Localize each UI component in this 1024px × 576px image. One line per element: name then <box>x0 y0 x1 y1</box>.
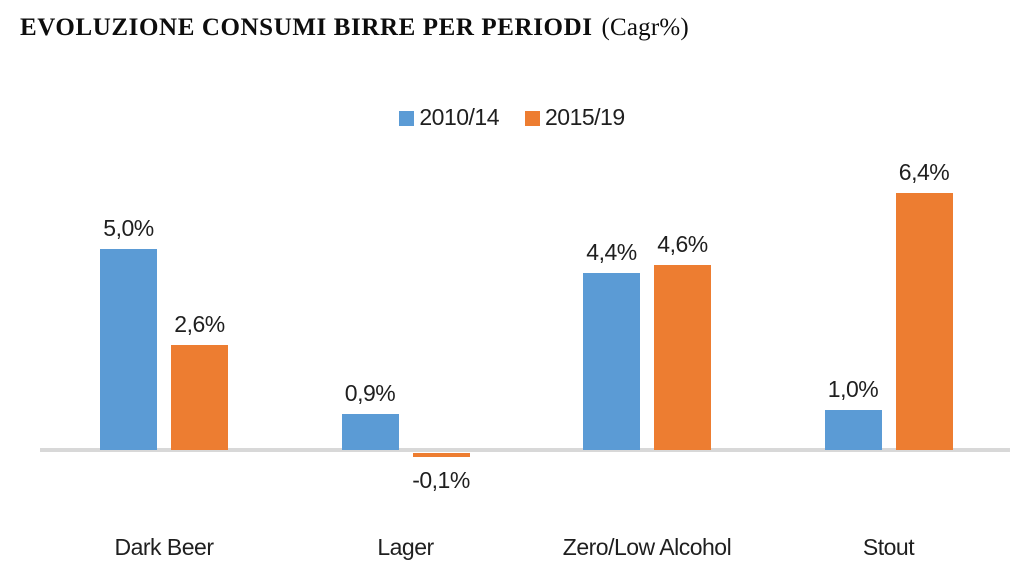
bar-2015-19-lager <box>412 453 470 458</box>
chart-title-main: EVOLUZIONE CONSUMI BIRRE PER PERIODI <box>20 14 593 41</box>
value-label-2015-19-lager: -0,1% <box>412 467 470 494</box>
chart-legend: 2010/14 2015/19 <box>0 104 1024 131</box>
legend-item-2010-14: 2010/14 <box>399 104 499 131</box>
value-label-2015-19-stout: 6,4% <box>898 158 950 185</box>
value-label-2010-14-lager: 0,9% <box>344 379 396 406</box>
legend-label-2010-14: 2010/14 <box>419 104 499 130</box>
bar-2010-14-dark-beer <box>100 249 157 450</box>
bar-2010-14-stout <box>824 409 882 450</box>
value-label-2015-19-dark-beer: 2,6% <box>174 311 225 338</box>
category-label-stout: Stout <box>862 534 915 560</box>
x-axis-line <box>40 448 1010 452</box>
chart-title-suffix: (Cagr%) <box>601 14 689 41</box>
value-label-2010-14-dark-beer: 5,0% <box>103 215 154 241</box>
value-label-2010-14-zero-low-alcohol: 4,4% <box>586 239 637 266</box>
legend-label-2015-19: 2015/19 <box>545 104 625 130</box>
value-label-2010-14-stout: 1,0% <box>827 375 879 402</box>
legend-swatch-2010-14-icon <box>399 111 415 126</box>
bar-2010-14-lager <box>341 413 399 450</box>
legend-item-2015-19: 2015/19 <box>525 104 625 131</box>
bar-2010-14-zero-low-alcohol <box>583 273 640 450</box>
category-label-dark-beer: Dark Beer <box>114 534 214 560</box>
chart-title: EVOLUZIONE CONSUMI BIRRE PER PERIODI (Ca… <box>20 14 689 42</box>
value-label-2015-19-zero-low-alcohol: 4,6% <box>657 231 708 258</box>
bar-2015-19-dark-beer <box>171 345 228 450</box>
category-label-zero-low-alcohol: Zero/Low Alcohol <box>562 534 732 560</box>
category-label-lager: Lager <box>377 534 434 560</box>
bar-2015-19-stout <box>895 192 953 450</box>
bar-2015-19-zero-low-alcohol <box>654 265 711 450</box>
legend-swatch-2015-19-icon <box>525 111 540 126</box>
